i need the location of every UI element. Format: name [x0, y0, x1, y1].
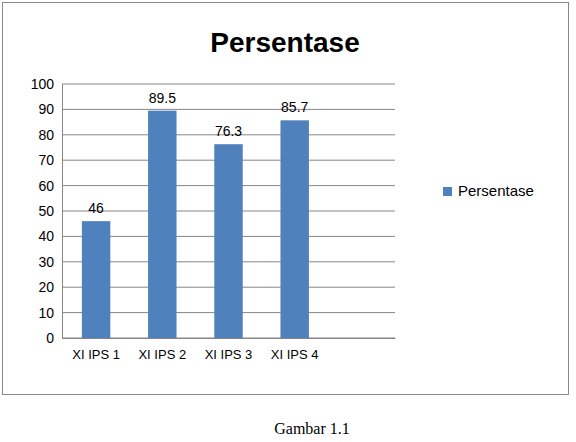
- bars: [82, 111, 309, 338]
- y-tick-label: 50: [38, 203, 54, 219]
- caption: Gambar 1.1: [274, 420, 350, 437]
- y-tick-label: 0: [46, 330, 54, 346]
- y-tick: 50: [38, 203, 62, 219]
- data-label: 46: [88, 200, 104, 216]
- legend: Persentase: [443, 182, 534, 199]
- y-tick: 80: [38, 127, 62, 143]
- y-tick-label: 10: [38, 305, 54, 321]
- chart-frame: [3, 3, 569, 395]
- chart-title: Persentase: [210, 27, 359, 58]
- data-labels: 46 89.5 76.3 85.7: [88, 90, 308, 216]
- plot: 46 89.5 76.3 85.7 0 10 20 30 40 50 60 70 80 90 100 XI I…: [31, 76, 396, 362]
- y-tick-label: 30: [38, 254, 54, 270]
- x-axis-line: [63, 338, 396, 339]
- y-tick-label: 60: [38, 178, 54, 194]
- bar: [148, 111, 176, 338]
- y-tick-label: 80: [38, 127, 54, 143]
- y-tick: 100: [31, 76, 62, 92]
- y-tick: 40: [38, 228, 62, 244]
- y-tick: 90: [38, 101, 62, 117]
- y-tick-label: 100: [31, 76, 55, 92]
- x-tick: XI IPS 1: [72, 338, 120, 362]
- grid-line: [62, 84, 395, 85]
- y-axis: 0 10 20 30 40 50 60 70 80 90 100: [31, 76, 63, 346]
- y-tick: 70: [38, 152, 62, 168]
- y-tick: 30: [38, 254, 62, 270]
- x-tick-label: XI IPS 2: [138, 347, 186, 362]
- grid: [62, 84, 395, 338]
- y-tick: 0: [46, 330, 62, 346]
- legend-item: Persentase: [443, 182, 534, 199]
- x-axis: XI IPS 1 XI IPS 2 XI IPS 3 XI IPS 4: [63, 338, 396, 362]
- x-tick: XI IPS 2: [138, 338, 186, 362]
- grid-line: [62, 109, 395, 110]
- y-tick-label: 40: [38, 228, 54, 244]
- data-label: 85.7: [281, 99, 308, 115]
- data-label: 76.3: [215, 123, 242, 139]
- x-tick-label: XI IPS 1: [72, 347, 120, 362]
- data-label: 89.5: [149, 90, 176, 106]
- y-tick: 10: [38, 305, 62, 321]
- y-axis-line: [62, 85, 63, 339]
- y-tick-label: 20: [38, 279, 54, 295]
- y-tick-label: 90: [38, 101, 54, 117]
- bar: [214, 144, 242, 338]
- legend-swatch: [443, 187, 452, 196]
- legend-label: Persentase: [458, 182, 534, 199]
- chart: Persentase 46 89.5 76.3 85.7 0 10 20 30 40 50 60 70 8…: [0, 0, 576, 442]
- x-tick-label: XI IPS 3: [205, 347, 253, 362]
- x-tick: XI IPS 4: [271, 338, 319, 362]
- bar: [82, 221, 110, 338]
- bar: [280, 120, 308, 338]
- x-tick-label: XI IPS 4: [271, 347, 319, 362]
- y-tick: 20: [38, 279, 62, 295]
- y-tick: 60: [38, 178, 62, 194]
- y-tick-label: 70: [38, 152, 54, 168]
- x-tick: XI IPS 3: [205, 338, 253, 362]
